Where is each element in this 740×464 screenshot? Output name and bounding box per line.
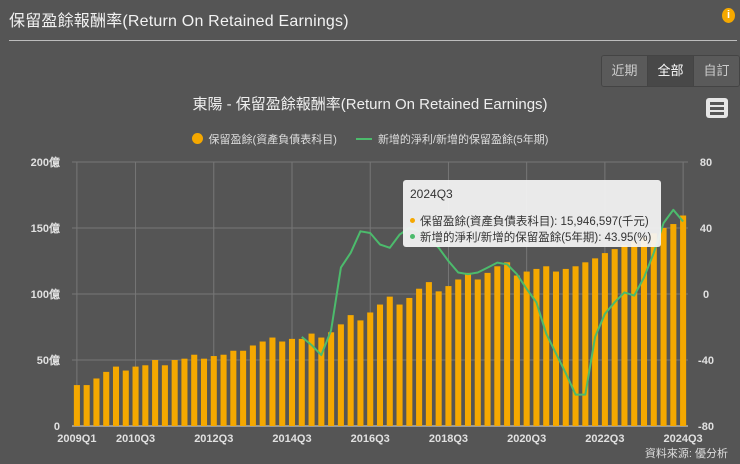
svg-text:2022Q3: 2022Q3 bbox=[585, 433, 624, 445]
tooltip-row-bar: 保留盈餘(資產負債表科目): 15,946,597(千元) bbox=[410, 213, 649, 229]
svg-text:0: 0 bbox=[54, 421, 60, 433]
svg-text:2012Q3: 2012Q3 bbox=[194, 433, 233, 445]
tooltip-row-line: 新增的淨利/新增的保留盈餘(5年期): 43.95(%) bbox=[410, 229, 651, 245]
line-series bbox=[301, 208, 684, 396]
svg-text:80: 80 bbox=[700, 157, 712, 169]
svg-text:2016Q3: 2016Q3 bbox=[351, 433, 390, 445]
chart-tooltip: 2024Q3 保留盈餘(資產負債表科目): 15,946,597(千元) 新增的… bbox=[403, 180, 661, 247]
legend-item-retained-earnings[interactable]: 保留盈餘(資產負債表科目) bbox=[191, 131, 337, 147]
line-series-icon bbox=[355, 138, 372, 140]
range-recent-button[interactable]: 近期 bbox=[602, 56, 648, 86]
svg-text:100億: 100億 bbox=[31, 287, 60, 301]
svg-text:-40: -40 bbox=[698, 355, 714, 367]
panel-title: 保留盈餘報酬率(Return On Retained Earnings) bbox=[9, 13, 349, 30]
range-all-button[interactable]: 全部 bbox=[648, 56, 694, 86]
svg-text:150億: 150億 bbox=[31, 221, 60, 235]
hamburger-menu-icon[interactable] bbox=[706, 98, 728, 118]
svg-text:2014Q3: 2014Q3 bbox=[272, 433, 311, 445]
legend-item-roe-5y[interactable]: 新增的淨利/新增的保留盈餘(5年期) bbox=[355, 131, 549, 147]
bar-series-dot-icon bbox=[191, 133, 203, 144]
svg-text:40: 40 bbox=[700, 223, 712, 235]
svg-text:2009Q1: 2009Q1 bbox=[57, 433, 96, 445]
range-button-group: 近期 全部 自訂 bbox=[601, 55, 740, 87]
svg-text:50億: 50億 bbox=[37, 353, 60, 367]
svg-text:2010Q3: 2010Q3 bbox=[116, 433, 155, 445]
tooltip-date: 2024Q3 bbox=[410, 187, 453, 201]
svg-text:-80: -80 bbox=[698, 421, 714, 433]
axis-labels: 200億 80 150億 40 100億 0 50億 -40 0 -80 2009Q1 2010Q3 2… bbox=[31, 155, 714, 445]
line-dot-icon bbox=[410, 234, 415, 239]
bar-dot-icon bbox=[410, 218, 415, 223]
bar-series bbox=[73, 215, 687, 426]
legend-label: 保留盈餘(資產負債表科目) bbox=[208, 134, 337, 146]
legend-label: 新增的淨利/新增的保留盈餘(5年期) bbox=[377, 134, 549, 146]
data-source: 資料來源: 優分析 bbox=[644, 448, 728, 460]
header-divider bbox=[9, 40, 737, 41]
tooltip-value: 保留盈餘(資產負債表科目): 15,946,597(千元) bbox=[420, 216, 649, 228]
range-custom-button[interactable]: 自訂 bbox=[694, 56, 739, 86]
svg-text:2018Q3: 2018Q3 bbox=[429, 433, 468, 445]
chart-title: 東陽 - 保留盈餘報酬率(Return On Retained Earnings… bbox=[192, 96, 548, 113]
svg-text:2020Q3: 2020Q3 bbox=[507, 433, 546, 445]
svg-text:200億: 200億 bbox=[31, 155, 60, 169]
tooltip-value: 新增的淨利/新增的保留盈餘(5年期): 43.95(%) bbox=[420, 232, 652, 244]
svg-text:2024Q3: 2024Q3 bbox=[664, 433, 703, 445]
info-icon[interactable]: i bbox=[722, 8, 735, 23]
svg-text:0: 0 bbox=[703, 289, 709, 301]
chart-legend: 保留盈餘(資產負債表科目) 新增的淨利/新增的保留盈餘(5年期) bbox=[0, 131, 740, 147]
